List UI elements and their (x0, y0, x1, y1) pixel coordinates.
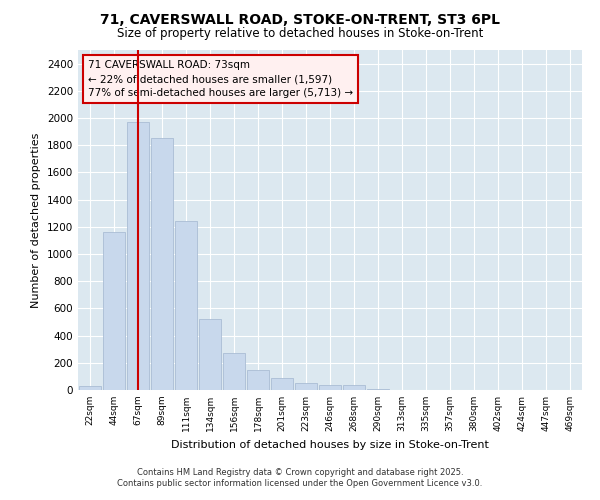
X-axis label: Distribution of detached houses by size in Stoke-on-Trent: Distribution of detached houses by size … (171, 440, 489, 450)
Text: 71, CAVERSWALL ROAD, STOKE-ON-TRENT, ST3 6PL: 71, CAVERSWALL ROAD, STOKE-ON-TRENT, ST3… (100, 12, 500, 26)
Bar (319, 385, 341, 390)
Bar (367, 389, 389, 390)
Bar (247, 370, 269, 390)
Text: Contains HM Land Registry data © Crown copyright and database right 2025.
Contai: Contains HM Land Registry data © Crown c… (118, 468, 482, 487)
Bar (223, 352, 245, 390)
Bar (343, 384, 365, 390)
Y-axis label: Number of detached properties: Number of detached properties (31, 132, 41, 308)
Bar (199, 320, 221, 390)
Text: Size of property relative to detached houses in Stoke-on-Trent: Size of property relative to detached ho… (117, 28, 483, 40)
Bar (79, 386, 101, 390)
Bar (103, 232, 125, 390)
Bar (295, 383, 317, 390)
Bar (271, 378, 293, 390)
Bar (151, 138, 173, 390)
Text: 71 CAVERSWALL ROAD: 73sqm
← 22% of detached houses are smaller (1,597)
77% of se: 71 CAVERSWALL ROAD: 73sqm ← 22% of detac… (88, 60, 353, 98)
Bar (175, 222, 197, 390)
Bar (127, 122, 149, 390)
